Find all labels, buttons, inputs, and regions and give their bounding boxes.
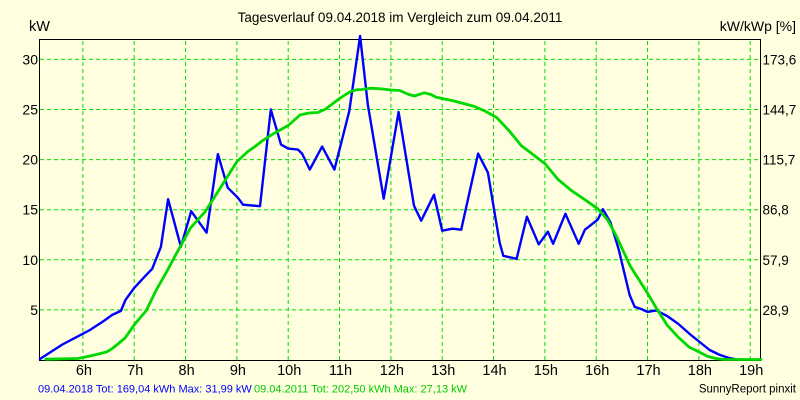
svg-text:15: 15: [22, 202, 38, 218]
svg-text:144,7: 144,7: [763, 103, 797, 118]
svg-text:10h: 10h: [277, 363, 301, 379]
svg-text:7h: 7h: [127, 363, 143, 379]
svg-text:18h: 18h: [688, 363, 712, 379]
svg-text:115,7: 115,7: [763, 153, 796, 168]
svg-text:Tagesverlauf 09.04.2018 im Ver: Tagesverlauf 09.04.2018 im Vergleich zum…: [238, 10, 563, 25]
svg-text:09.04.2018 Tot: 169,04 kWh Max: 09.04.2018 Tot: 169,04 kWh Max: 31,99 kW: [38, 384, 252, 396]
svg-text:30: 30: [22, 51, 38, 67]
svg-text:kW: kW: [29, 19, 50, 35]
svg-text:86,8: 86,8: [763, 203, 789, 218]
svg-text:12h: 12h: [380, 363, 404, 379]
svg-text:13h: 13h: [431, 363, 455, 379]
svg-text:8h: 8h: [179, 363, 195, 379]
svg-text:16h: 16h: [585, 363, 609, 379]
svg-text:15h: 15h: [534, 363, 558, 379]
svg-text:SunnyReport pinxit: SunnyReport pinxit: [699, 384, 797, 396]
svg-text:6h: 6h: [76, 363, 92, 379]
svg-text:11h: 11h: [329, 363, 352, 379]
svg-text:173,6: 173,6: [763, 52, 797, 67]
svg-text:25: 25: [22, 102, 38, 118]
svg-text:5: 5: [30, 302, 38, 318]
svg-text:9h: 9h: [230, 363, 246, 379]
svg-text:20: 20: [22, 152, 38, 168]
svg-text:17h: 17h: [636, 363, 660, 379]
svg-text:28,9: 28,9: [763, 303, 789, 318]
svg-text:14h: 14h: [482, 363, 506, 379]
svg-text:10: 10: [22, 252, 38, 268]
svg-text:09.04.2011 Tot: 202,50 kWh Max: 09.04.2011 Tot: 202,50 kWh Max: 27,13 kW: [254, 384, 468, 396]
svg-text:kW/kWp [%]: kW/kWp [%]: [720, 18, 796, 34]
svg-text:57,9: 57,9: [763, 253, 789, 268]
svg-text:19h: 19h: [739, 363, 763, 379]
